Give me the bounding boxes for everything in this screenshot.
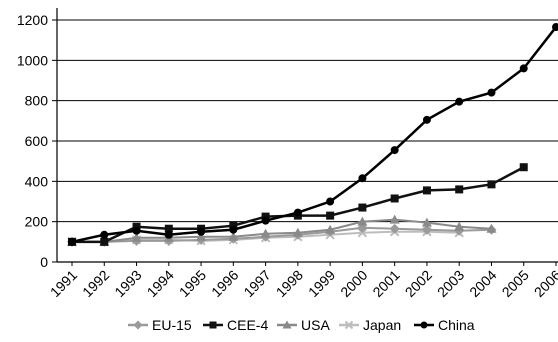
data-point-cee-4 xyxy=(487,180,496,189)
legend-label: CEE-4 xyxy=(227,317,268,333)
data-point-usa xyxy=(357,216,368,226)
legend-swatch-marker xyxy=(209,321,217,329)
data-point-china xyxy=(100,230,109,239)
data-point-cee-4 xyxy=(164,224,173,233)
x-tick-label: 1999 xyxy=(305,267,338,300)
data-point-eu-15 xyxy=(421,224,432,235)
x-tick-label: 2006 xyxy=(531,267,558,300)
data-point-china xyxy=(390,146,399,155)
axes xyxy=(52,8,558,266)
data-point-usa xyxy=(131,232,142,242)
data-point-cee-4 xyxy=(455,185,464,194)
data-point-china xyxy=(68,237,76,246)
y-tick-labels: 0 200 400 600 800 1000 1200 xyxy=(17,12,48,270)
legend-item-usa: USA xyxy=(277,317,330,333)
data-point-cee-4 xyxy=(229,221,238,230)
y-tick-label: 400 xyxy=(25,173,49,189)
series-line-usa xyxy=(72,218,492,243)
x-tick-label: 2000 xyxy=(337,267,370,300)
x-tick-label: 2003 xyxy=(434,267,467,300)
y-tick-label: 1000 xyxy=(17,52,48,68)
x-tick-label: 2002 xyxy=(402,267,435,300)
data-point-usa xyxy=(325,224,336,234)
data-point-usa xyxy=(292,227,303,237)
data-point-china xyxy=(358,174,367,183)
series-lines xyxy=(67,23,558,247)
data-point-china xyxy=(132,226,141,235)
legend-swatch-marker xyxy=(133,320,143,330)
data-point-usa xyxy=(228,231,239,241)
legend-item-japan: Japan xyxy=(339,317,401,333)
x-tick-label: 1997 xyxy=(240,267,273,300)
data-point-china xyxy=(455,97,464,106)
series-china xyxy=(68,23,558,246)
data-point-eu-15 xyxy=(389,223,400,234)
series-line-eu-15 xyxy=(72,226,492,243)
data-point-usa xyxy=(196,231,207,241)
legend-label: China xyxy=(438,317,475,333)
x-tick-label: 2004 xyxy=(466,267,499,300)
x-tick-label: 2001 xyxy=(369,267,402,300)
y-tick-label: 800 xyxy=(25,93,49,109)
data-point-cee-4 xyxy=(358,203,367,212)
x-tick-label: 1996 xyxy=(208,267,241,300)
legend-label: USA xyxy=(301,317,330,333)
data-point-china xyxy=(261,216,270,225)
y-tick-label: 600 xyxy=(25,133,49,149)
data-point-china xyxy=(422,115,431,124)
data-point-cee-4 xyxy=(326,211,335,220)
legend-item-china: China xyxy=(414,317,475,333)
data-point-china xyxy=(293,208,302,217)
data-point-china xyxy=(519,64,528,73)
data-point-cee-4 xyxy=(390,194,399,203)
y-tick-label: 1200 xyxy=(17,12,48,28)
data-point-cee-4 xyxy=(132,222,141,231)
series-eu-15 xyxy=(67,222,497,247)
data-point-cee-4 xyxy=(519,163,528,172)
x-tick-label: 1995 xyxy=(176,267,209,300)
data-point-usa xyxy=(421,217,432,227)
legend-label: Japan xyxy=(363,317,401,333)
x-tick-label: 1991 xyxy=(47,267,80,300)
x-tick-label: 1993 xyxy=(111,267,144,300)
data-point-cee-4 xyxy=(261,212,270,221)
data-point-japan xyxy=(357,228,368,238)
data-point-usa xyxy=(486,223,497,233)
data-point-china xyxy=(229,225,238,234)
data-point-usa xyxy=(454,221,465,231)
y-tick-label: 200 xyxy=(25,214,49,230)
x-tick-labels: 1991199219931994199519961997199819992000… xyxy=(47,267,558,300)
legend-swatch-marker xyxy=(420,321,428,329)
data-point-china xyxy=(197,227,206,236)
legend-item-cee-4: CEE-4 xyxy=(203,317,268,333)
data-point-china xyxy=(487,88,496,97)
legend-swatch-marker xyxy=(344,320,354,330)
legend-item-eu-15: EU-15 xyxy=(128,317,192,333)
legend-swatch-marker xyxy=(282,320,292,329)
data-point-cee-4 xyxy=(422,186,431,195)
data-point-china xyxy=(326,197,335,206)
x-tick-label: 1998 xyxy=(273,267,306,300)
data-point-usa xyxy=(389,214,400,224)
data-point-usa xyxy=(260,228,271,238)
legend-label: EU-15 xyxy=(152,317,192,333)
series-line-china xyxy=(71,26,557,244)
legend: EU-15 CEE-4 USA Japan China xyxy=(128,317,475,333)
gridlines xyxy=(57,19,558,223)
data-point-china xyxy=(164,230,173,239)
data-point-china xyxy=(552,23,558,32)
x-tick-label: 2005 xyxy=(499,267,532,300)
x-tick-label: 1994 xyxy=(144,267,177,300)
data-point-cee-4 xyxy=(100,237,109,246)
y-tick-label: 0 xyxy=(40,254,48,270)
x-tick-label: 1992 xyxy=(79,267,112,300)
